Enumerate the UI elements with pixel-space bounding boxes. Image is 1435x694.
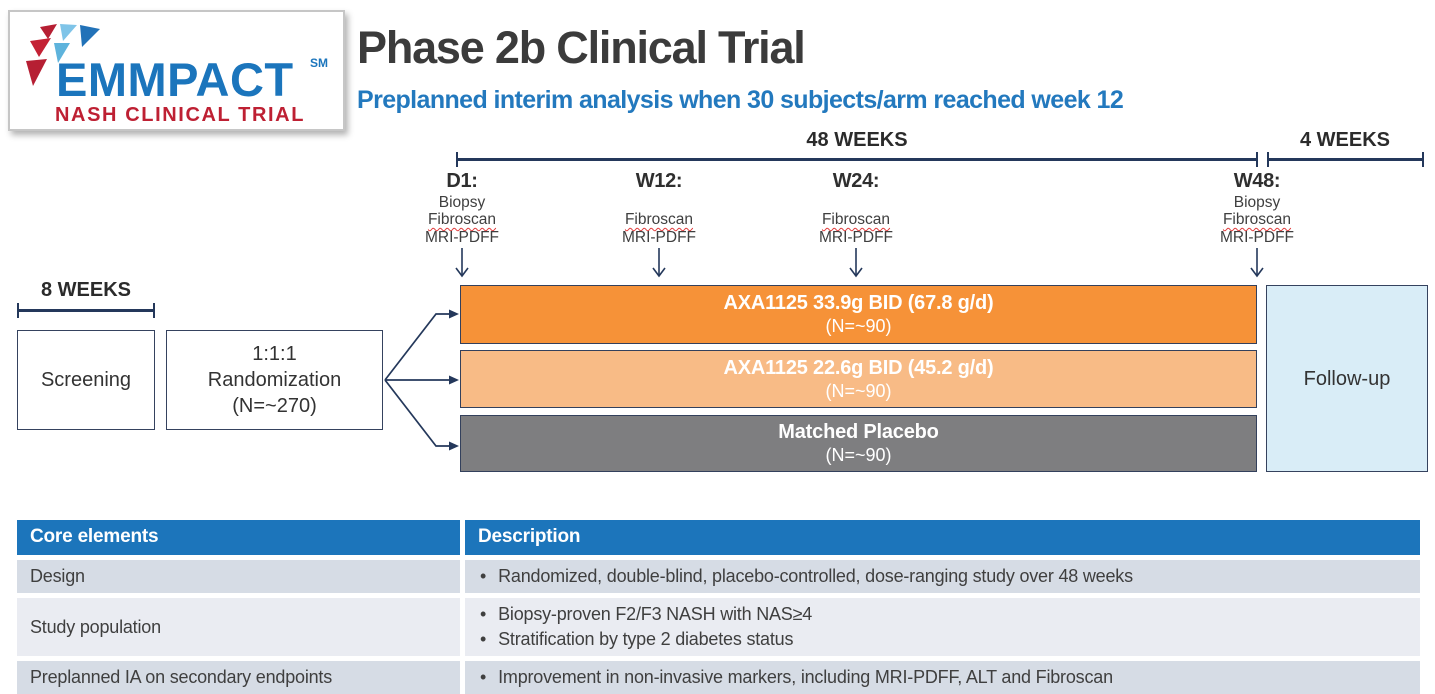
logo-tagline: NASH CLINICAL TRIAL	[55, 104, 306, 126]
randomization-branch-arrows-icon	[384, 309, 459, 451]
page-title: Phase 2b Clinical Trial	[357, 22, 806, 73]
timepoint-assessments: Biopsy Fibroscan MRI-PDFF	[1192, 194, 1322, 247]
timepoint: W12: Fibroscan MRI-PDFF	[594, 170, 724, 282]
screening-box: Screening	[17, 330, 155, 430]
timepoint-assessments: Fibroscan MRI-PDFF	[791, 211, 921, 246]
table-cell-core-element: Preplanned IA on secondary endpoints	[17, 661, 460, 694]
randomization-label: Randomization	[207, 369, 342, 391]
liver-logo-icon	[26, 24, 100, 86]
description-text: Biopsy-proven F2/F3 NASH with NAS≥4	[498, 604, 813, 624]
table-header-core-elements: Core elements	[17, 520, 460, 555]
arm-n-label: (N=~90)	[825, 316, 892, 337]
bullet-icon: •	[480, 566, 487, 586]
timepoint: W48: Biopsy Fibroscan MRI-PDFF	[1192, 170, 1322, 282]
treatment-arm-bar: AXA1125 33.9g BID (67.8 g/d) (N=~90)	[460, 285, 1257, 344]
arm-n-label: (N=~90)	[825, 445, 892, 466]
logo-trademark: SM	[310, 56, 328, 70]
assessment-item: MRI-PDFF	[424, 228, 500, 246]
table-row: Preplanned IA on secondary endpoints • Im…	[17, 661, 1420, 694]
description-bullet-line: • Biopsy-proven F2/F3 NASH with NAS≥4	[465, 602, 1420, 627]
table-cell-core-element: Design	[17, 560, 460, 593]
bullet-icon: •	[480, 629, 487, 649]
followup-span-label: 4 WEEKS	[1299, 129, 1391, 151]
timepoint-label: W48:	[1233, 170, 1281, 192]
table-header-description: Description	[465, 520, 1420, 555]
bullet-icon: •	[480, 604, 487, 624]
timepoint-label: W12:	[635, 170, 683, 192]
followup-span-bracket	[1267, 152, 1424, 167]
randomization-ratio: 1:1:1	[252, 343, 297, 365]
emmpact-logo: EMMPACT SM NASH CLINICAL TRIAL	[8, 10, 345, 131]
description-bullet-line: • Randomized, double-blind, placebo-contr…	[465, 564, 1420, 589]
assessment-item: Biopsy	[1233, 193, 1281, 211]
core-elements-table: Core elements Description Design • Random…	[17, 520, 1420, 694]
down-arrow-icon	[1250, 248, 1264, 278]
screening-span-label: 8 WEEKS	[40, 279, 132, 301]
table-cell-description: • Biopsy-proven F2/F3 NASH with NAS≥4 • Str…	[465, 598, 1420, 656]
treatment-arm-bar: AXA1125 22.6g BID (45.2 g/d) (N=~90)	[460, 350, 1257, 408]
assessment-item: Fibroscan	[821, 211, 891, 228]
description-bullet-line: • Improvement in non-invasive markers, in…	[465, 665, 1420, 690]
table-row: Study population • Biopsy-proven F2/F3 NA…	[17, 598, 1420, 656]
treatment-span-bracket	[456, 152, 1258, 167]
table-cell-description: • Improvement in non-invasive markers, in…	[465, 661, 1420, 694]
description-bullet-line: • Stratification by type 2 diabetes statu…	[465, 627, 1420, 652]
treatment-arm-bar: Matched Placebo (N=~90)	[460, 415, 1257, 472]
table-cell-description: • Randomized, double-blind, placebo-contr…	[465, 560, 1420, 593]
followup-box: Follow-up	[1266, 285, 1428, 472]
table-body: Design • Randomized, double-blind, placeb…	[17, 560, 1420, 694]
arm-dose-label: AXA1125 22.6g BID (45.2 g/d)	[723, 356, 994, 379]
randomization-box: 1:1:1 Randomization (N=~270)	[166, 330, 383, 430]
bullet-icon: •	[480, 667, 487, 687]
treatment-span-label: 48 WEEKS	[806, 129, 908, 151]
down-arrow-icon	[455, 248, 469, 278]
assessment-item: Fibroscan	[624, 211, 694, 228]
arm-dose-label: AXA1125 33.9g BID (67.8 g/d)	[723, 292, 994, 315]
timepoint: W24: Fibroscan MRI-PDFF	[791, 170, 921, 282]
assessment-item: MRI-PDFF	[1219, 228, 1295, 246]
arm-dose-label: Matched Placebo	[778, 421, 939, 444]
timepoint-assessments: Biopsy Fibroscan MRI-PDFF	[397, 194, 527, 247]
table-header-row: Core elements Description	[17, 520, 1420, 555]
assessment-item: Fibroscan	[1222, 211, 1292, 228]
assessment-item: MRI-PDFF	[818, 228, 894, 246]
assessment-item: MRI-PDFF	[621, 228, 697, 246]
followup-label: Follow-up	[1303, 367, 1391, 390]
arm-n-label: (N=~90)	[825, 380, 892, 401]
description-text: Randomized, double-blind, placebo-contro…	[498, 566, 1133, 586]
screening-label: Screening	[40, 369, 132, 391]
description-text: Stratification by type 2 diabetes status	[498, 629, 794, 649]
table-row: Design • Randomized, double-blind, placeb…	[17, 560, 1420, 593]
randomization-n: (N=~270)	[232, 395, 317, 417]
table-cell-core-element: Study population	[17, 598, 460, 656]
timepoint-assessments: Fibroscan MRI-PDFF	[594, 211, 724, 246]
timepoint: D1: Biopsy Fibroscan MRI-PDFF	[397, 170, 527, 282]
assessment-item: Biopsy	[438, 193, 486, 211]
logo-wordmark: EMMPACT	[56, 53, 294, 106]
page-subtitle: Preplanned interim analysis when 30 subj…	[357, 86, 1124, 114]
timepoint-label: D1:	[446, 170, 478, 192]
down-arrow-icon	[849, 248, 863, 278]
screening-span-bracket	[17, 303, 155, 318]
down-arrow-icon	[652, 248, 666, 278]
description-text: Improvement in non-invasive markers, inc…	[498, 667, 1113, 687]
timepoint-label: W24:	[832, 170, 880, 192]
assessment-item: Fibroscan	[427, 211, 497, 228]
